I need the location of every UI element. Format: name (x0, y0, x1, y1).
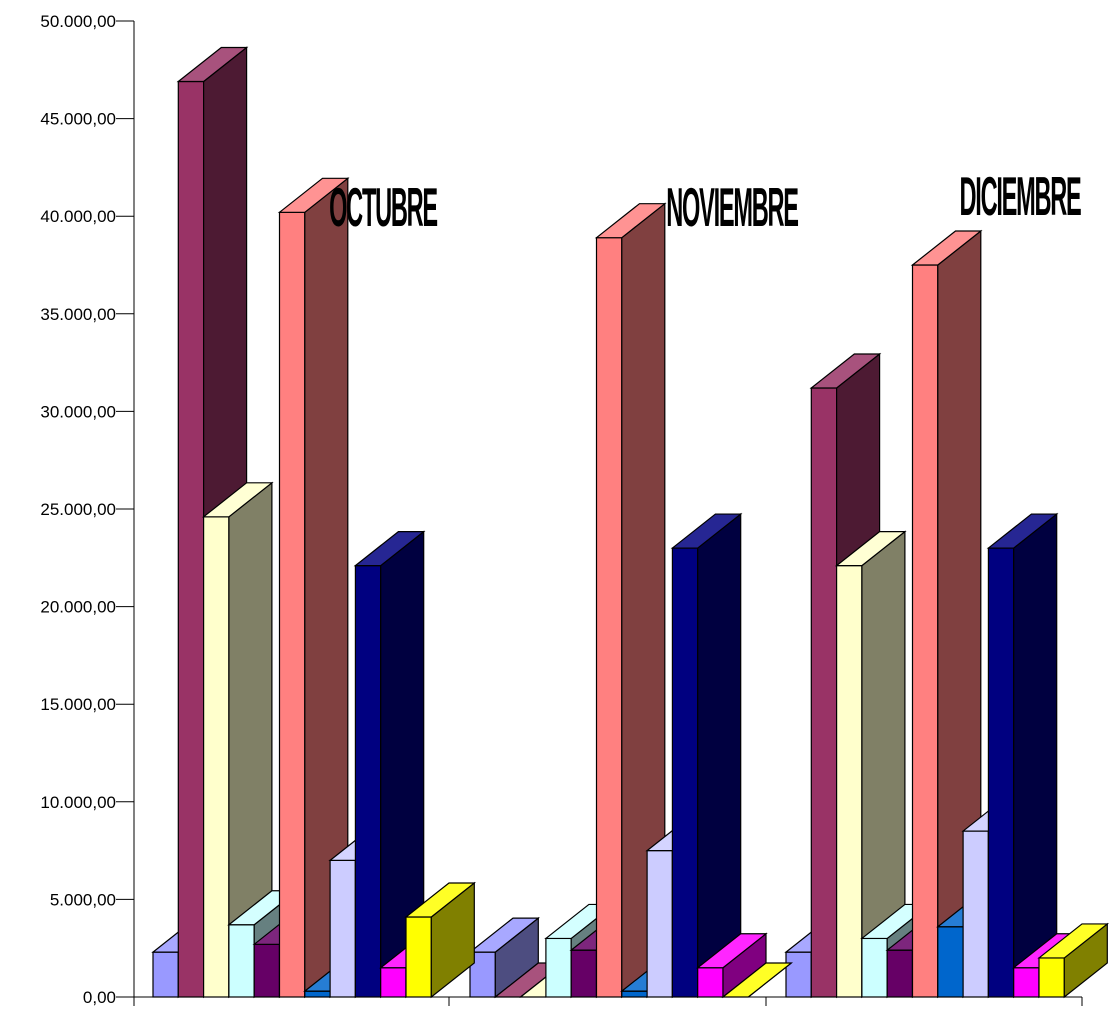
bar-front (697, 967, 724, 998)
y-tick-label: 35.000,00 (40, 305, 116, 324)
bar-front (911, 264, 939, 998)
bar-front (203, 516, 230, 998)
bar-front (380, 967, 407, 998)
bar-front (987, 547, 1015, 998)
y-tick-label: 25.000,00 (40, 500, 116, 519)
y-tick-label: 40.000,00 (40, 207, 116, 226)
bar-top (277, 177, 350, 213)
bar-side (1013, 512, 1058, 999)
bar-front (861, 937, 888, 998)
bar (277, 177, 350, 999)
bar (201, 481, 274, 999)
bar-top (404, 882, 477, 918)
y-tick-label: 45.000,00 (40, 110, 116, 129)
bar-front (152, 951, 179, 998)
bar-front (228, 924, 255, 998)
bars-layer (151, 46, 1110, 999)
bar (834, 530, 907, 999)
bar-top (176, 46, 249, 83)
y-tick-label: 0,00 (83, 988, 116, 1007)
x-tick-label: 1 (286, 1006, 295, 1009)
bar-top (1037, 923, 1110, 959)
bar-front (962, 830, 989, 998)
bar-front (785, 951, 812, 998)
bar-front (810, 387, 838, 998)
bar (695, 932, 768, 999)
bar-top (986, 513, 1059, 549)
bar-top (695, 933, 768, 969)
bar-side (697, 512, 742, 999)
bar-front (835, 565, 863, 998)
bar-top (468, 917, 541, 953)
bar-front (646, 849, 673, 998)
bar-front (329, 859, 357, 998)
bar-front (278, 211, 306, 998)
bar-top (353, 531, 426, 567)
bar-front (671, 547, 699, 998)
bar-top (594, 203, 667, 239)
bar (594, 202, 667, 999)
month-annotation: OCTUBRE (329, 177, 437, 238)
bar (404, 881, 477, 999)
x-tick-label: 2 (602, 1006, 611, 1009)
bar-front (405, 916, 432, 998)
bar-top (910, 230, 983, 266)
bar-front (886, 949, 914, 998)
bar-top (809, 353, 882, 389)
month-annotation: NOVIEMBRE (666, 177, 798, 238)
bar-front (304, 990, 331, 998)
y-tick-label: 50.000,00 (40, 12, 116, 31)
bar-front (937, 926, 964, 998)
bar-front (1038, 957, 1065, 998)
y-tick-label: 20.000,00 (40, 598, 116, 617)
y-tick-label: 15.000,00 (40, 695, 116, 714)
bar (721, 962, 794, 998)
axis-layer: 0,00 5.000,00 10.000,00 15.000,00 20.000,00 2… (40, 12, 1083, 1009)
y-tick-label: 30.000,00 (40, 402, 116, 421)
bar (986, 512, 1059, 999)
bar-top (834, 531, 907, 567)
bar-front (354, 565, 382, 998)
bar-top (201, 482, 274, 518)
y-tick-label: 10.000,00 (40, 793, 116, 812)
bar-front (570, 949, 598, 998)
bar-front (1013, 967, 1040, 998)
bar-front (621, 990, 648, 998)
bar-top (670, 513, 743, 549)
bar (670, 512, 743, 999)
labels-layer: OCTUBRE NOVIEMBRE DICIEMBRE (329, 166, 1082, 238)
month-annotation: DICIEMBRE (959, 166, 1081, 227)
bar-front (253, 943, 281, 998)
bar-top (721, 962, 794, 998)
bar (910, 229, 983, 999)
y-tick-label: 5.000,00 (50, 890, 116, 909)
bar (353, 530, 426, 999)
bar-front (545, 937, 572, 998)
x-tick-label: 3 (918, 1006, 927, 1009)
bar (1037, 922, 1110, 999)
bar-front (595, 237, 623, 998)
bar-front (177, 80, 205, 998)
